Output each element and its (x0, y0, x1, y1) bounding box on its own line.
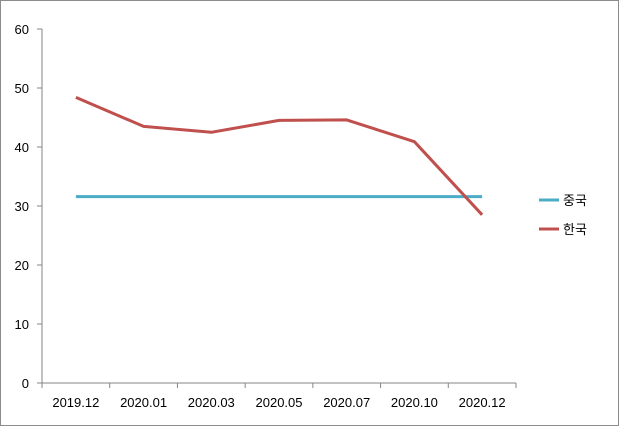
series-line-korea (75, 96, 484, 216)
x-tick-label: 2020.01 (120, 395, 167, 410)
x-tick-label: 2020.03 (188, 395, 235, 410)
x-tick-label: 2020.05 (256, 395, 303, 410)
x-tick-label: 2020.10 (391, 395, 438, 410)
y-tick-label: 60 (15, 22, 29, 37)
y-tick-label: 50 (15, 81, 29, 96)
x-tick-labels: 2019.12 2020.01 2020.03 2020.05 2020.07 2020.… (52, 395, 505, 410)
y-tick-label: 40 (15, 140, 29, 155)
x-tick-label: 2020.07 (323, 395, 370, 410)
legend-label: 중국 (563, 193, 587, 208)
y-tick-label: 30 (15, 199, 29, 214)
x-tick-label: 2020.12 (459, 395, 506, 410)
x-tick-label: 2019.12 (52, 395, 99, 410)
series-lines (75, 96, 484, 216)
legend-label: 한국 (563, 222, 587, 237)
y-tick-labels: 0 10 20 30 40 50 60 (15, 22, 29, 391)
y-tick-label: 0 (22, 376, 29, 391)
y-tick-label: 10 (15, 317, 29, 332)
axes (37, 28, 517, 388)
y-tick-label: 20 (15, 258, 29, 273)
